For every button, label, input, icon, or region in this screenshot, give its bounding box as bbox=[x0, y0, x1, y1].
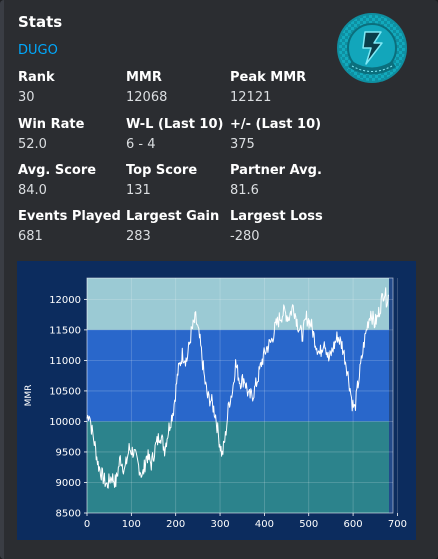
stat-field: Peak MMR 12121 bbox=[230, 70, 306, 105]
stat-label: Partner Avg. bbox=[230, 163, 322, 178]
plot-frame bbox=[86, 277, 394, 514]
x-tick-label: 700 bbox=[388, 519, 407, 530]
stat-label: Avg. Score bbox=[18, 163, 97, 178]
stat-value: 81.6 bbox=[230, 183, 259, 198]
stat-label: Win Rate bbox=[18, 117, 85, 132]
y-tick-label: 8500 bbox=[56, 509, 81, 520]
stat-value: 30 bbox=[18, 90, 35, 105]
stat-label: MMR bbox=[126, 70, 162, 85]
y-tick-label: 11000 bbox=[49, 356, 81, 367]
stat-label: Largest Gain bbox=[126, 209, 220, 224]
player-name-link[interactable]: DUGO bbox=[18, 43, 58, 58]
x-tick-label: 0 bbox=[84, 519, 90, 530]
stat-value: 12068 bbox=[126, 90, 168, 105]
y-tick-label: 9000 bbox=[56, 478, 81, 489]
y-axis-label: MMR bbox=[24, 385, 34, 407]
x-tick-label: 500 bbox=[299, 519, 318, 530]
stat-label: Rank bbox=[18, 70, 55, 85]
stat-value: 681 bbox=[18, 229, 43, 244]
stat-label: Events Played bbox=[18, 209, 121, 224]
stat-field: MMR 12068 bbox=[126, 70, 167, 105]
stat-value: 52.0 bbox=[18, 137, 47, 152]
stat-value: 283 bbox=[126, 229, 151, 244]
mmr-history-chart: 8500 9000 9500 10000 10500 11000 11500 12000 0 10… bbox=[17, 261, 416, 540]
stat-field: W-L (Last 10) 6 - 4 bbox=[126, 117, 223, 152]
stat-label: +/- (Last 10) bbox=[230, 117, 322, 132]
stat-label: Top Score bbox=[126, 163, 198, 178]
y-tick-label: 10000 bbox=[49, 417, 81, 428]
mmr-rank-band bbox=[87, 278, 390, 330]
y-tick-label: 10500 bbox=[49, 386, 81, 397]
stat-field: Partner Avg. 81.6 bbox=[230, 163, 322, 198]
stat-field: Win Rate 52.0 bbox=[18, 117, 84, 152]
stat-field: Top Score 131 bbox=[126, 163, 197, 198]
embed-accent-bar bbox=[0, 0, 4, 559]
embed-title: Stats bbox=[18, 13, 63, 31]
x-tick-label: 400 bbox=[255, 519, 274, 530]
stat-field: Events Played 681 bbox=[18, 209, 121, 244]
stat-field: Largest Loss -280 bbox=[230, 209, 323, 244]
stat-label: Peak MMR bbox=[230, 70, 307, 85]
stat-value: 12121 bbox=[230, 90, 272, 105]
y-tick-label: 9500 bbox=[56, 447, 81, 458]
x-tick-label: 200 bbox=[166, 519, 185, 530]
y-tick-label: 12000 bbox=[49, 295, 81, 306]
x-tick-label: 100 bbox=[122, 519, 141, 530]
stat-value: -280 bbox=[230, 229, 260, 244]
stat-value: 375 bbox=[230, 137, 255, 152]
stat-value: 6 - 4 bbox=[126, 137, 156, 152]
mario-kart-emblem-icon bbox=[337, 13, 407, 83]
stat-label: W-L (Last 10) bbox=[126, 117, 224, 132]
stat-field: Rank 30 bbox=[18, 70, 55, 105]
x-tick-label: 600 bbox=[344, 519, 363, 530]
stat-field: Avg. Score 84.0 bbox=[18, 163, 96, 198]
mmr-rank-band bbox=[87, 421, 390, 513]
stat-field: Largest Gain 283 bbox=[126, 209, 219, 244]
stat-label: Largest Loss bbox=[230, 209, 323, 224]
stat-value: 131 bbox=[126, 183, 151, 198]
x-tick-label: 300 bbox=[210, 519, 229, 530]
y-tick-label: 11500 bbox=[49, 325, 81, 336]
stat-field: +/- (Last 10) 375 bbox=[230, 117, 321, 152]
mmr-chart-svg: 8500 9000 9500 10000 10500 11000 11500 12000 0 10… bbox=[17, 261, 416, 540]
mmr-series-line bbox=[86, 287, 389, 489]
stat-value: 84.0 bbox=[18, 183, 47, 198]
